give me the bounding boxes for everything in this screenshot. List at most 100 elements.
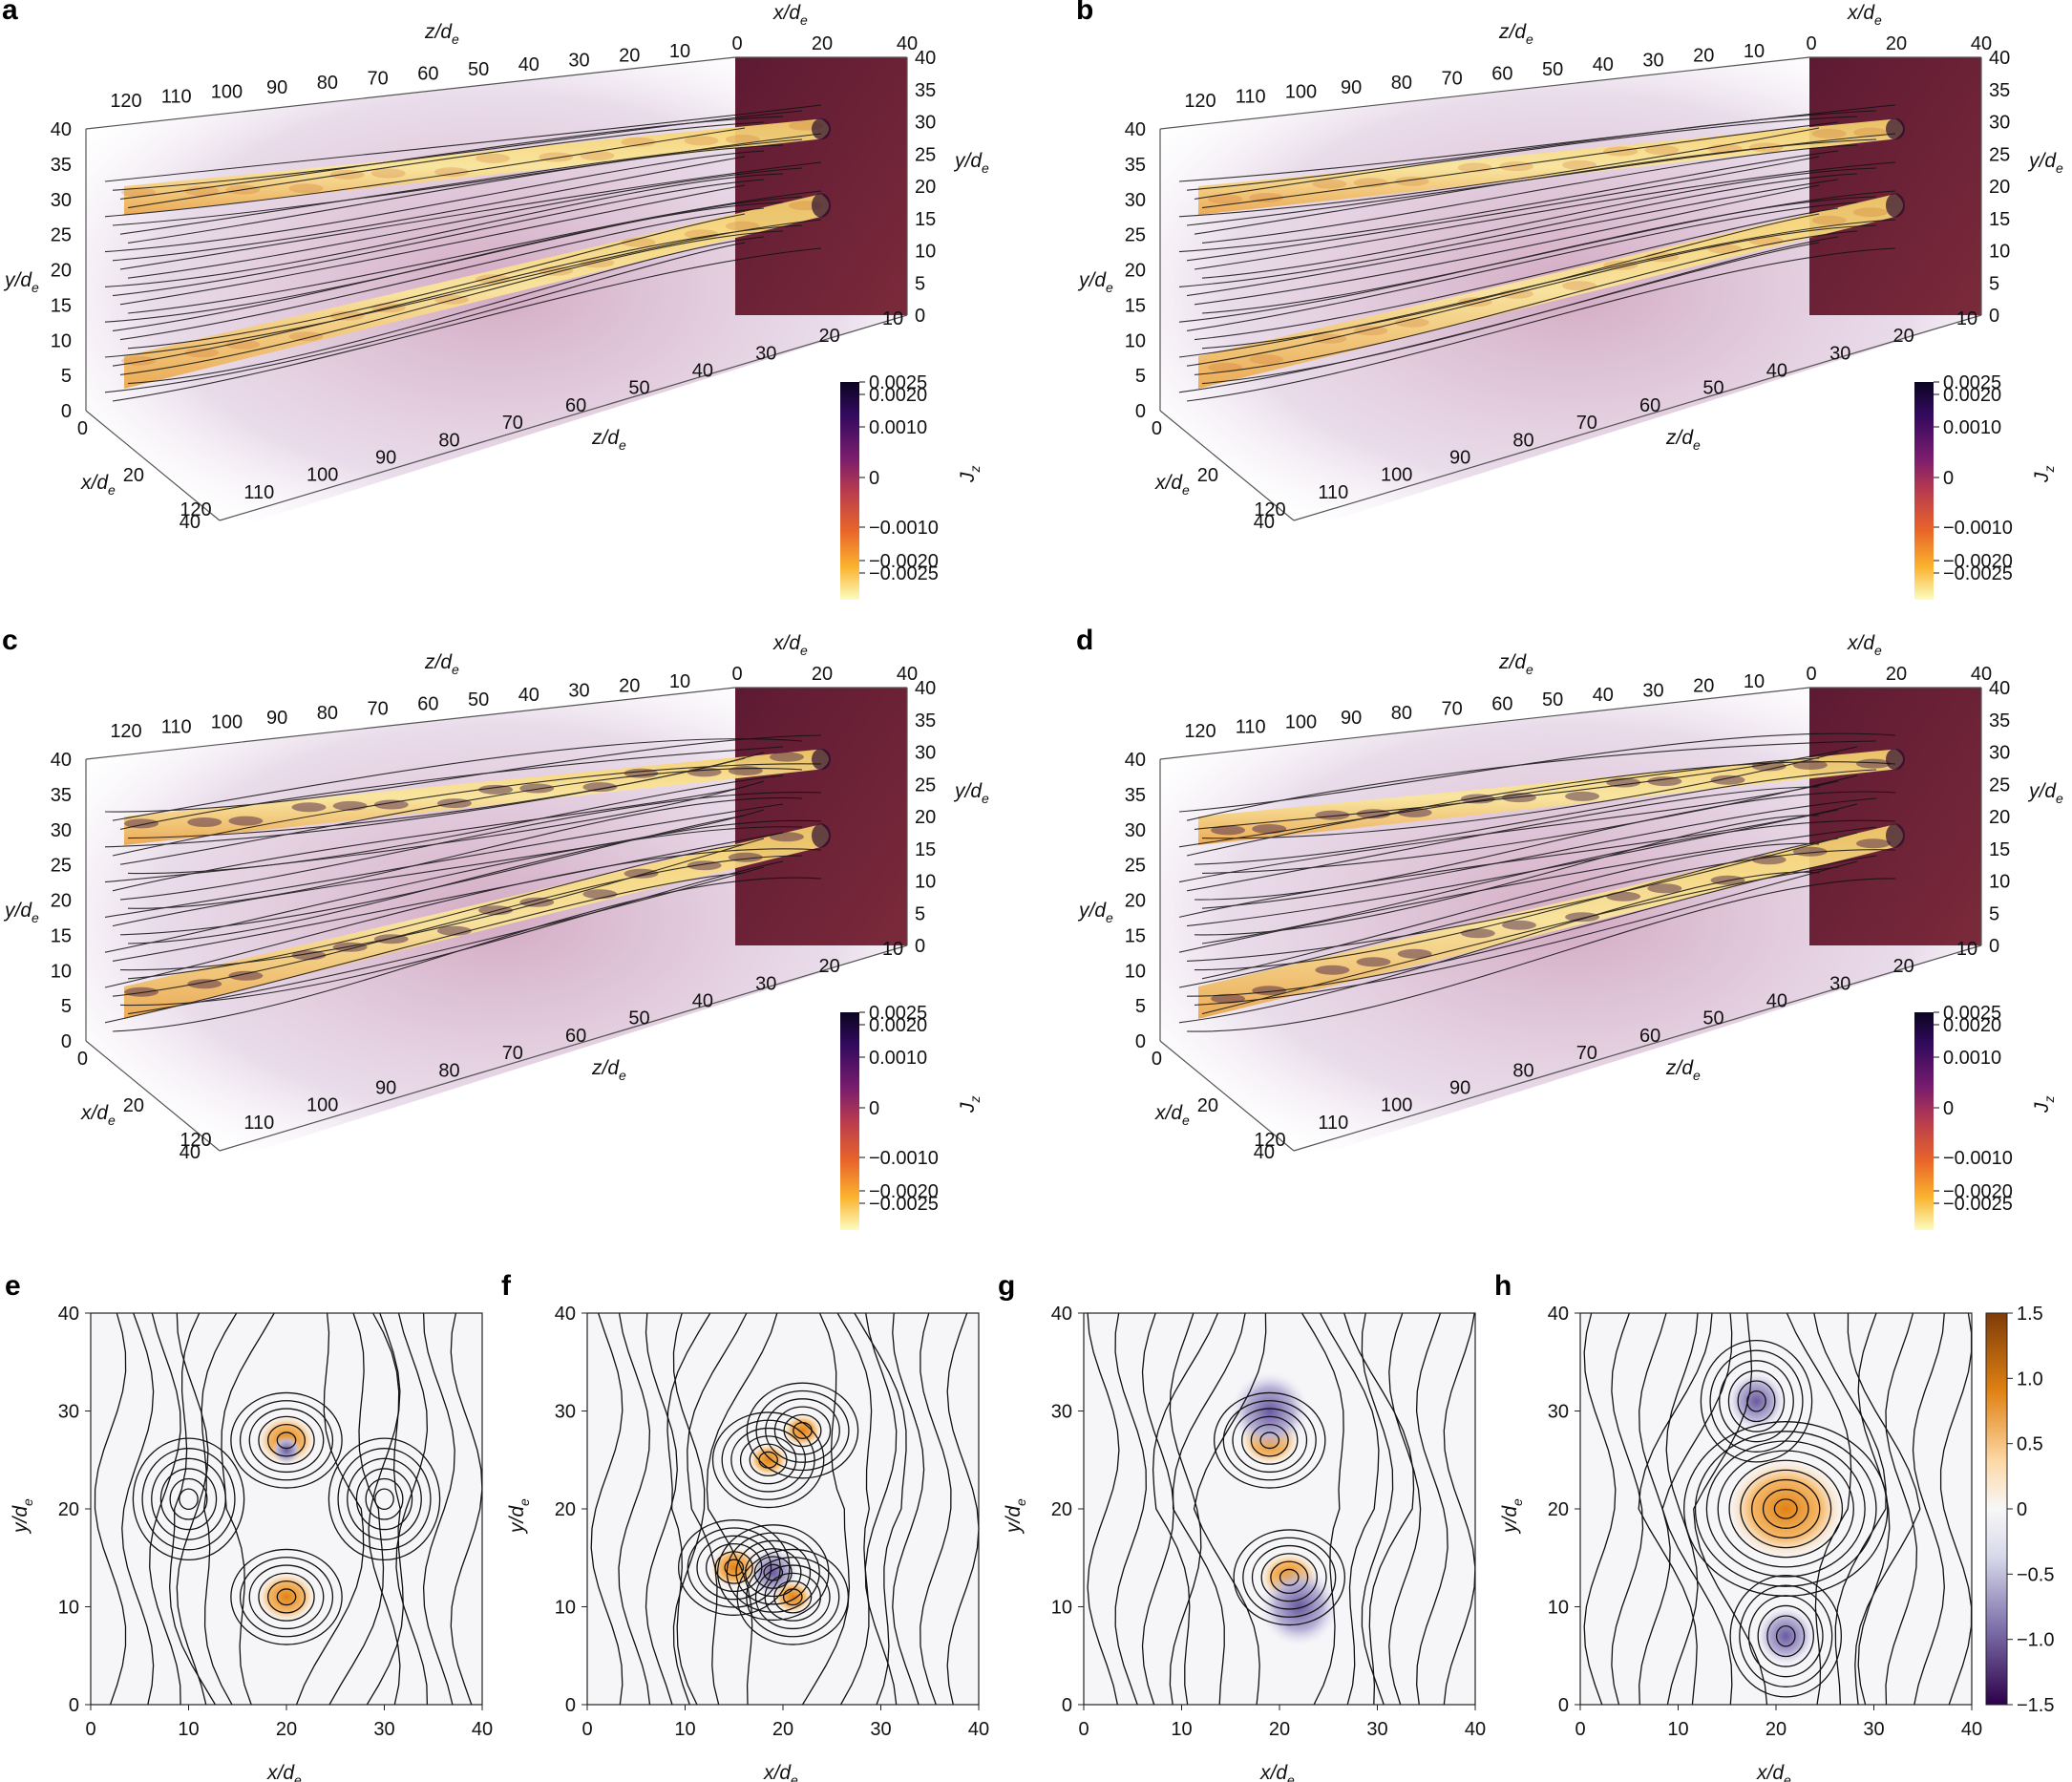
y-tick-left: 0 [61,401,72,422]
panel-g: g 0 10 20 30 40 0 10 20 30 40 x/de y/de [993,1270,1490,1782]
x-tick-top: 20 [1886,664,1907,685]
colorbar-tick: −0.0025 [1943,1194,2013,1215]
y-tick: 30 [1051,1402,1072,1423]
y-tick-left: 5 [61,996,72,1017]
x-axis-label: x/de [266,1762,302,1782]
z-tick-top: 30 [568,50,589,71]
x-tick-bottom: 40 [180,1142,201,1163]
z-tick-top: 10 [669,671,690,692]
z-tick-bottom: 70 [502,413,523,434]
y-axis-label: y/de [1499,1498,1525,1535]
field-lines [1178,732,1896,1032]
box-frame [1159,687,1982,1152]
z-tick-bottom: 90 [375,1077,396,1098]
x-tick-top: 40 [1971,664,1992,685]
negative-region [1259,1567,1339,1646]
y-tick: 40 [555,1304,576,1325]
x-tick: 40 [1961,1719,1982,1740]
x-tick-bottom: 0 [77,418,88,439]
y-tick: 10 [1548,1598,1569,1619]
x-tick-top: 0 [1806,664,1816,685]
z-tick-bottom: 80 [438,430,459,451]
y-tick-right: 15 [915,839,936,860]
panel-label: g [998,1270,1016,1302]
z-tick-top: 120 [1184,721,1216,742]
z-tick-top: 100 [1285,712,1317,733]
z-tick-bottom: 60 [1639,1026,1660,1047]
y-tick-right: 20 [915,177,936,198]
y-tick: 0 [565,1695,576,1716]
axis-label-y-right: y/de [953,150,989,176]
y-tick: 0 [1062,1695,1072,1716]
z-tick-top: 30 [568,680,589,701]
y-tick-left: 25 [1125,225,1146,246]
field-lines [104,104,822,402]
x-tick-top: 20 [812,33,833,54]
x-tick: 30 [373,1719,394,1740]
axis-label-y-left: y/de [3,900,39,925]
colorbar-tick: 1.5 [2017,1304,2043,1325]
z-tick-top: 120 [1184,91,1216,112]
y-tick-right: 15 [1989,839,2010,860]
negative-region [1726,1371,1787,1431]
colorbar-tick: −0.5 [2017,1564,2054,1585]
y-tick-left: 15 [1125,295,1146,316]
volume-render: 120 110 100 90 80 70 60 50 40 30 20 10 0 20 4040353025… [3,2,989,600]
y-tick-right: 40 [915,678,936,699]
axis-label-z-top: z/de [424,21,459,47]
z-tick-bottom: 110 [243,1113,274,1134]
x-tick-top: 20 [1886,33,1907,54]
contour-plot: 0 10 20 30 40 0 10 20 30 40 x/de y/de [10,1304,493,1782]
y-tick-right: 0 [1989,936,1999,957]
y-tick-right: 10 [915,242,936,263]
colorbar-tick: 0.0010 [869,1048,927,1069]
y-tick-right: 35 [1989,80,2010,101]
z-tick-bottom: 60 [565,1026,586,1047]
y-tick-right: 25 [1989,144,2010,165]
colorbar-tick: −1.0 [2017,1630,2054,1651]
x-tick-bottom: 40 [1254,512,1275,533]
y-tick: 40 [1548,1304,1569,1325]
axis-label-x-top: x/de [1847,632,1882,658]
z-tick-top: 40 [1593,685,1614,706]
x-tick-top: 0 [731,33,742,54]
y-tick-right: 25 [1989,774,2010,796]
z-tick-bottom: 100 [1381,465,1412,486]
z-tick-bottom: 40 [1766,361,1787,382]
box-frame [85,56,908,521]
z-tick-top: 10 [1744,671,1765,692]
axis-label-y-left: y/de [1077,269,1113,295]
panel-label: h [1494,1270,1512,1302]
axis-label-x-bottom: x/de [80,472,116,498]
z-tick-top: 50 [468,59,489,80]
z-tick-top: 100 [211,82,243,103]
z-tick-top: 90 [266,708,287,729]
colorbar-label: Jz [2031,466,2057,484]
y-tick: 30 [58,1402,79,1423]
y-tick-right: 20 [915,807,936,828]
box-frame [1159,56,1982,521]
panel-label: a [2,0,18,26]
z-tick-bottom: 10 [1956,308,1977,329]
z-tick-top: 20 [619,46,640,67]
y-tick-left: 15 [1125,925,1146,946]
colorbar-tick: 0.0010 [869,417,927,438]
colorbar-tick: −0.0010 [869,1148,939,1169]
x-tick-bottom: 20 [123,1095,144,1116]
z-tick-bottom: 50 [628,378,649,399]
x-tick-top: 20 [812,664,833,685]
y-tick-right: 5 [1989,903,1999,924]
z-tick-bottom: 120 [180,1130,211,1151]
z-tick-bottom: 60 [565,395,586,416]
y-tick: 10 [555,1598,576,1619]
negative-region [271,1435,302,1465]
y-tick-right: 40 [915,48,936,69]
z-tick-bottom: 110 [1318,1113,1348,1134]
x-tick: 10 [1667,1719,1688,1740]
positive-region [257,1572,316,1623]
y-tick-right: 35 [915,80,936,101]
panel-h: h 0 10 20 30 40 0 10 20 30 40 x/de y/de 1.5 1.0 0.5 0 −0.… [1490,1270,2054,1782]
x-tick-bottom: 0 [1152,1049,1162,1070]
colorbar-tick: −0.0010 [869,518,939,539]
